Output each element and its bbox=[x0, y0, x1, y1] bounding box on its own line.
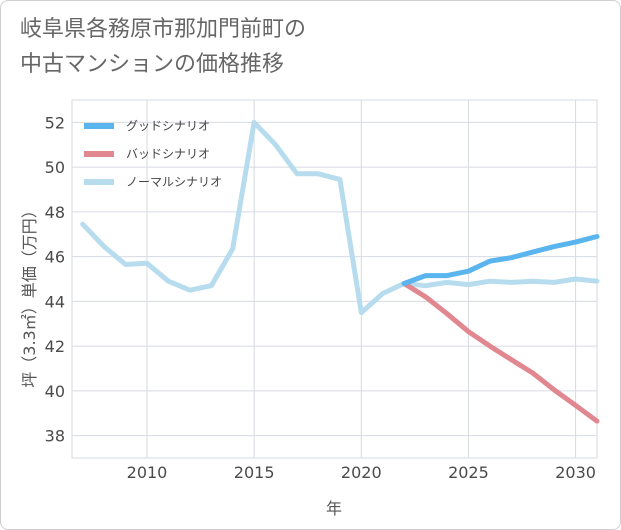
y-tick-label: 38 bbox=[45, 427, 65, 446]
legend-label: グッドシナリオ bbox=[126, 119, 210, 133]
series-line-2 bbox=[401, 281, 600, 424]
y-tick-label: 46 bbox=[45, 248, 65, 267]
y-tick-label: 40 bbox=[45, 382, 65, 401]
x-axis-ticks: 2010 2015 2020 2025 2030 bbox=[127, 463, 596, 482]
x-tick-label: 2025 bbox=[448, 463, 489, 482]
y-tick-label: 42 bbox=[45, 337, 65, 356]
grid-lines bbox=[71, 99, 598, 459]
chart-title: 岐阜県各務原市那加門前町の 中古マンションの価格推移 bbox=[20, 17, 307, 77]
legend-label: ノーマルシナリオ bbox=[126, 175, 222, 189]
y-axis-label: 坪（3.3㎡）単価（万円） bbox=[20, 202, 39, 387]
series-line-1 bbox=[401, 234, 600, 286]
x-tick-label: 2020 bbox=[341, 463, 382, 482]
y-tick-label: 50 bbox=[45, 158, 65, 177]
y-axis-ticks: 38 40 42 44 46 48 50 52 bbox=[45, 113, 65, 445]
series-line-3 bbox=[80, 119, 600, 316]
y-tick-label: 48 bbox=[45, 203, 65, 222]
y-tick-label: 52 bbox=[45, 113, 65, 132]
x-tick-label: 2030 bbox=[555, 463, 596, 482]
y-tick-label: 44 bbox=[45, 292, 65, 311]
x-axis-label: 年 bbox=[326, 499, 342, 518]
series-lines bbox=[80, 119, 600, 424]
x-tick-label: 2015 bbox=[234, 463, 275, 482]
x-tick-label: 2010 bbox=[127, 463, 168, 482]
legend-label: バッドシナリオ bbox=[126, 147, 210, 161]
